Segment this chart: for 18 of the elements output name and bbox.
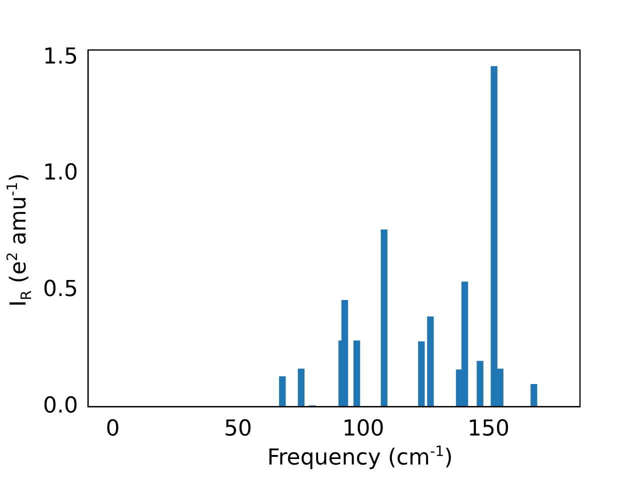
bar (476, 360, 484, 407)
bar (530, 384, 538, 407)
x-tick-label: 150 (468, 416, 510, 442)
y-tick-label: 0.0 (42, 393, 78, 418)
bar (341, 300, 348, 407)
bar (298, 368, 305, 407)
x-tick-label: 100 (342, 416, 384, 442)
bar (380, 229, 388, 407)
x-tick-label: 50 (224, 416, 252, 442)
y-tick-label: 0.5 (42, 277, 78, 302)
y-tick-label: 1.0 (42, 160, 78, 186)
bar (427, 316, 434, 407)
y-tick-label: 1.5 (42, 44, 78, 70)
bar (418, 341, 425, 407)
bar (353, 340, 360, 407)
bar (279, 376, 286, 407)
x-axis-title: Frequency (cm$^{-1}$) (266, 444, 454, 470)
x-tick-label: 0 (106, 416, 120, 442)
